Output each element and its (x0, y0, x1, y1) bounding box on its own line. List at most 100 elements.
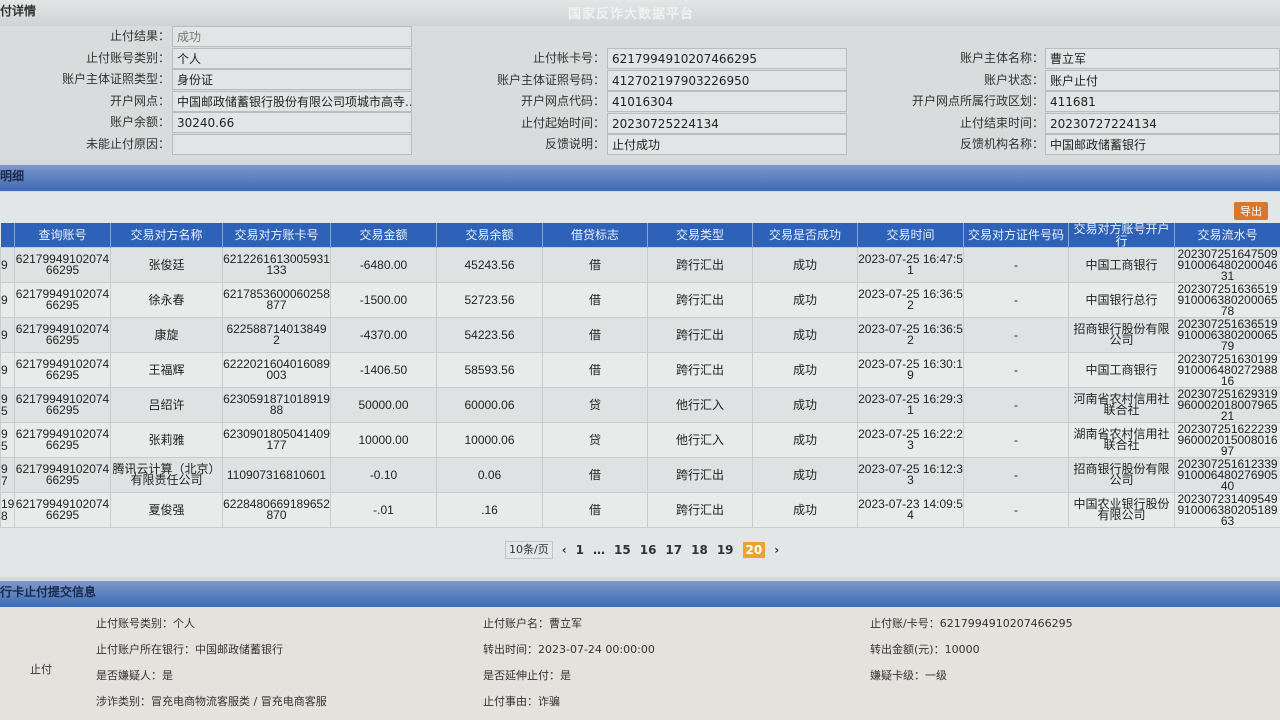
panel-header: 付详情 国家反诈大数据平台 (0, 0, 1280, 26)
table-cell: 成功 (752, 457, 858, 493)
table-cell: 成功 (752, 317, 858, 353)
table-cell: 河南省农村信用社联合社 (1068, 387, 1175, 423)
table-cell: 6217853600060258877 (222, 282, 331, 318)
table-cell: 9 (0, 317, 15, 353)
table-cell: 招商银行股份有限公司 (1068, 317, 1175, 353)
table-cell: 110907316810601 (222, 457, 331, 493)
detail-label: 开户网点代码： (520, 94, 605, 109)
table-row[interactable]: 9 5 6217994910207466295 吕绍许 623059187101891… (0, 387, 1280, 423)
detail-value: 41016304 (607, 91, 847, 113)
detail-label: 开户网点： (109, 93, 170, 108)
section-title: 行卡止付提交信息 (0, 585, 97, 599)
table-cell: 中国工商银行 (1068, 352, 1175, 388)
table-cell: 跨行汇出 (647, 282, 753, 318)
table-cell: 54223.56 (436, 317, 543, 353)
table-cell: -.01 (330, 492, 437, 528)
column-header: 交易对方账卡号 (222, 223, 331, 248)
side-label: 止付 (30, 663, 52, 676)
table-cell: 中国工商银行 (1068, 247, 1175, 283)
column-header: 交易对方名称 (110, 223, 223, 248)
table-cell: 20230725164750991000648020004631 (1174, 247, 1280, 283)
table-cell: 张俊廷 (110, 247, 223, 283)
table-cell: - (963, 352, 1069, 388)
table-cell: 19 8 (0, 492, 15, 528)
submit-field: 是否延伸止付：是 (483, 669, 571, 682)
table-row[interactable]: 9 6217994910207466295 王福辉 62220216040160890… (0, 352, 1280, 388)
column-header (0, 223, 15, 248)
table-cell: 借 (542, 352, 648, 388)
table-cell: 6228480669189652870 (222, 492, 331, 528)
table-cell: 贷 (542, 387, 648, 423)
table-cell: - (963, 247, 1069, 283)
table-cell: 成功 (752, 247, 858, 283)
table-cell: 跨行汇出 (647, 492, 753, 528)
page-button[interactable]: 18 (691, 543, 708, 557)
detail-value: 中国邮政储蓄银行 (1045, 134, 1280, 156)
table-cell: 夏俊强 (110, 492, 223, 528)
detail-value: 411681 (1045, 91, 1280, 113)
table-cell: 2023-07-25 16:47:51 (857, 247, 964, 283)
detail-label: 止付起始时间： (520, 115, 605, 130)
column-header: 交易金额 (330, 223, 437, 248)
detail-label: 反馈机构名称： (959, 137, 1044, 152)
page-button[interactable]: 19 (716, 543, 734, 557)
prev-page-button[interactable]: ‹ (561, 543, 567, 557)
table-row[interactable]: 9 6217994910207466295 张俊廷 62122616130059311… (0, 247, 1280, 283)
page-button[interactable]: 17 (665, 543, 683, 557)
column-header: 查询账号 (14, 223, 111, 248)
table-cell: -0.10 (330, 457, 437, 493)
page-button[interactable]: 15 (614, 543, 631, 557)
table-cell: 徐永春 (110, 282, 223, 318)
export-button[interactable]: 导出 (1234, 202, 1268, 220)
column-header: 交易对方账号开户行 (1068, 223, 1175, 248)
table-row[interactable]: 9 7 6217994910207466295 腾讯云计算（北京）有限责任公司 110… (0, 457, 1280, 493)
detail-label: 账户主体证照号码： (496, 72, 605, 87)
table-cell: 中国农业银行股份有限公司 (1068, 492, 1175, 528)
table-cell: 他行汇入 (647, 387, 753, 423)
table-cell: 6222021604016089003 (222, 352, 331, 388)
page-size-select[interactable]: 10条/页 (505, 541, 553, 559)
submit-info-panel: 止付 止付账号类别：个人 止付账户名：曹立军 止付账/卡号：621799491020… (0, 607, 1280, 720)
table-cell: 6217994910207466295 (14, 387, 111, 423)
table-cell: 2023-07-25 16:36:52 (857, 317, 964, 353)
table-row[interactable]: 9 6217994910207466295 康旋 622588714013849 2-… (0, 317, 1280, 353)
table-cell: 623059187101891988 (222, 387, 331, 423)
table-cell: 9 5 (0, 387, 15, 423)
table-cell: 622588714013849 2 (222, 317, 331, 353)
table-cell: 6217994910207466295 (14, 457, 111, 493)
page-button[interactable]: 20 (742, 542, 766, 558)
table-cell: 腾讯云计算（北京）有限责任公司 (110, 457, 223, 493)
table-cell: 借 (542, 282, 648, 318)
detail-value: 账户止付 (1045, 69, 1280, 91)
detail-value: 成功 (172, 26, 412, 47)
page-button[interactable]: 1 (575, 543, 585, 557)
table-cell: 6230901805041409177 (222, 422, 331, 458)
table-cell: 吕绍许 (110, 387, 223, 423)
next-page-button[interactable]: › (774, 543, 780, 557)
transaction-table: 查询账号 交易对方名称 交易对方账卡号 交易金额 交易余额 借贷标志 交易类型 交易是否成功交… (0, 223, 1280, 528)
submit-field: 止付账/卡号：6217994910207466295 (870, 617, 1073, 630)
submit-field: 转出金额(元)：10000 (870, 643, 980, 656)
table-cell: 20230725162223996000201500801697 (1174, 422, 1280, 458)
page-button[interactable]: 16 (639, 543, 657, 557)
table-cell: .16 (436, 492, 543, 528)
detail-label: 止付结果： (109, 29, 170, 43)
submit-field: 嫌疑卡级：一级 (870, 669, 947, 682)
table-cell: 成功 (752, 387, 858, 423)
detail-label: 账户状态： (983, 72, 1044, 87)
table-cell: 6217994910207466295 (14, 317, 111, 353)
table-cell: 10000.00 (330, 422, 437, 458)
table-cell: -1500.00 (330, 282, 437, 318)
table-row[interactable]: 19 8 6217994910207466295 夏俊强 62284806691896… (0, 492, 1280, 528)
detail-label: 账户余额： (109, 115, 170, 130)
table-cell: 6217994910207466295 (14, 282, 111, 318)
table-cell: 借 (542, 317, 648, 353)
table-row[interactable]: 9 6217994910207466295 徐永春 62178536000602588… (0, 282, 1280, 318)
column-header: 交易对方证件号码 (963, 223, 1069, 248)
detail-label: 未能止付原因： (85, 137, 170, 151)
table-cell: 招商银行股份有限公司 (1068, 457, 1175, 493)
table-row[interactable]: 9 5 6217994910207466295 张莉雅 623090180504140… (0, 422, 1280, 458)
table-cell: - (963, 457, 1069, 493)
detail-value: 20230727224134 (1045, 112, 1280, 134)
panel-title: 付详情 (0, 4, 37, 18)
